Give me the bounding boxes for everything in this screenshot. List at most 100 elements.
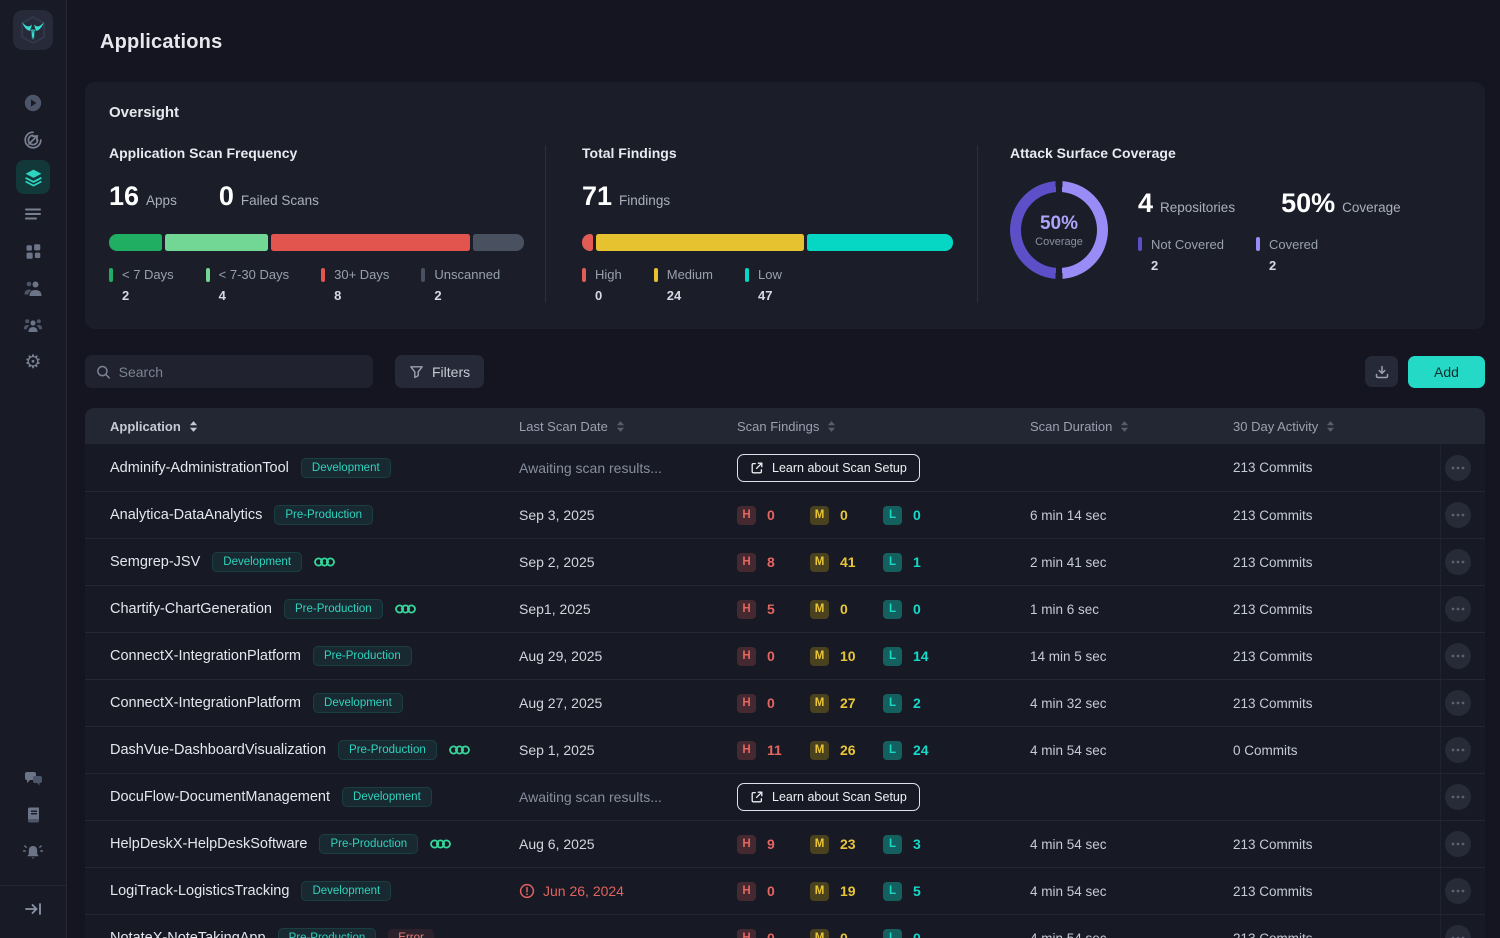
sidebar-item-users[interactable]	[16, 271, 50, 305]
sort-icon[interactable]	[827, 420, 836, 433]
search-input[interactable]	[118, 363, 362, 380]
row-menu-button[interactable]	[1445, 643, 1471, 669]
sidebar-nav-bottom	[16, 761, 50, 877]
scan-duration-cell: 4 min 54 sec	[1030, 837, 1233, 852]
legend-label: < 7 Days	[122, 267, 174, 282]
menu-cell	[1440, 539, 1485, 585]
sort-icon[interactable]	[1120, 420, 1129, 433]
grid-icon	[24, 242, 42, 260]
high-severity-badge: H	[737, 505, 756, 525]
stat-value: 50%	[1281, 187, 1336, 218]
menu-cell	[1440, 774, 1485, 820]
export-button[interactable]	[1365, 356, 1398, 387]
activity-cell: 213 Commits	[1233, 460, 1440, 475]
table-row: Chartify-ChartGeneration Pre-Production Se…	[85, 585, 1485, 632]
high-count: 0	[767, 648, 775, 664]
sidebar-item-applications[interactable]	[16, 160, 50, 194]
medium-severity-badge: M	[810, 881, 829, 901]
scan-duration-cell: 14 min 5 sec	[1030, 649, 1233, 664]
low-findings: L 14	[883, 646, 956, 666]
sidebar-item-settings[interactable]: ⚙	[16, 345, 50, 379]
medium-findings: M 27	[810, 693, 883, 713]
column-header-scan-findings[interactable]: Scan Findings	[737, 419, 1030, 434]
last-scan-date-text: Awaiting scan results...	[519, 789, 662, 805]
high-severity-badge: H	[737, 693, 756, 713]
column-header-scan-duration[interactable]: Scan Duration	[1030, 419, 1233, 434]
legend-row: Low	[745, 267, 782, 282]
medium-count: 41	[840, 554, 856, 570]
scan-icon	[23, 130, 43, 150]
sidebar-item-scan[interactable]	[16, 123, 50, 157]
ellipsis-icon	[1451, 560, 1465, 564]
high-count: 0	[767, 883, 775, 899]
learn-scan-setup-button[interactable]: Learn about Scan Setup	[737, 453, 920, 482]
search-box[interactable]	[85, 355, 373, 388]
row-menu-button[interactable]	[1445, 737, 1471, 763]
low-count: 3	[913, 836, 921, 852]
sort-icon[interactable]	[1326, 420, 1335, 433]
sidebar-item-list[interactable]	[16, 197, 50, 231]
learn-scan-setup-button[interactable]: Learn about Scan Setup	[737, 783, 920, 811]
applications-table: Application Last Scan Date Scan Findings…	[85, 408, 1485, 938]
stat-value: 0	[218, 181, 234, 211]
legend-value: 8	[334, 288, 342, 303]
app-logo[interactable]	[13, 10, 53, 50]
sidebar-item-chat[interactable]	[16, 761, 50, 795]
last-scan-date-text: Awaiting scan results...	[519, 459, 662, 476]
row-menu-button[interactable]	[1445, 549, 1471, 575]
filters-button[interactable]: Filters	[395, 355, 485, 388]
high-count: 0	[767, 507, 775, 523]
application-name: DashVue-DashboardVisualization	[110, 742, 327, 758]
legend-value: 4	[218, 288, 226, 303]
row-menu-button[interactable]	[1445, 831, 1471, 857]
row-menu-button[interactable]	[1445, 878, 1471, 904]
column-header-application[interactable]: Application	[85, 419, 519, 434]
activity-cell: 213 Commits	[1233, 508, 1440, 523]
low-count: 0	[913, 601, 921, 617]
last-scan-date-cell: Awaiting scan results...	[519, 789, 737, 805]
add-button[interactable]: Add	[1408, 355, 1485, 388]
row-menu-button[interactable]	[1445, 596, 1471, 622]
sidebar-item-play[interactable]	[16, 86, 50, 120]
legend-label: Unscanned	[434, 267, 501, 282]
sidebar-item-grid[interactable]	[16, 234, 50, 268]
last-scan-date-cell: Awaiting scan results...	[519, 460, 737, 476]
table-row: Adminify-AdministrationTool Development Aw…	[85, 444, 1485, 491]
sort-icon[interactable]	[616, 420, 625, 433]
activity-cell: 213 Commits	[1233, 884, 1440, 899]
column-header-30-day-activity[interactable]: 30 Day Activity	[1233, 419, 1440, 434]
ellipsis-icon	[1451, 466, 1465, 469]
medium-count: 0	[840, 601, 848, 617]
sidebar-collapse-button[interactable]	[16, 892, 50, 926]
row-menu-button[interactable]	[1445, 925, 1471, 938]
legend-item: High 0	[582, 267, 622, 303]
scan-findings-cell: H 0 M 10 L 14	[737, 646, 1030, 666]
row-menu-button[interactable]	[1445, 502, 1471, 528]
activity-text: 213 Commits	[1233, 648, 1313, 664]
low-severity-badge: L	[883, 505, 902, 525]
sidebar-item-docs[interactable]	[16, 798, 50, 832]
scan-duration-cell: 4 min 54 sec	[1030, 931, 1233, 938]
row-menu-button[interactable]	[1445, 454, 1471, 481]
legend-value: 2	[122, 288, 130, 303]
environment-badge: Pre-Production	[274, 505, 374, 525]
sort-icon[interactable]	[189, 420, 198, 433]
stat-label: Apps	[146, 193, 177, 208]
high-severity-badge: H	[737, 740, 756, 760]
coverage-legend: Not Covered 2 Covered 2	[1138, 237, 1401, 273]
play-icon	[23, 93, 43, 113]
legend-label: < 7-30 Days	[218, 267, 290, 282]
coverage-stats: 4 Repositories 50% Coverage	[1138, 188, 1401, 219]
sidebar-item-alerts[interactable]	[16, 835, 50, 869]
column-header-last-scan-date[interactable]: Last Scan Date	[519, 419, 737, 434]
medium-severity-badge: M	[810, 693, 829, 713]
sidebar-item-team[interactable]	[16, 308, 50, 342]
row-menu-button[interactable]	[1445, 690, 1471, 716]
application-cell: Semgrep-JSV Development	[85, 552, 519, 572]
row-menu-button[interactable]	[1445, 784, 1471, 810]
